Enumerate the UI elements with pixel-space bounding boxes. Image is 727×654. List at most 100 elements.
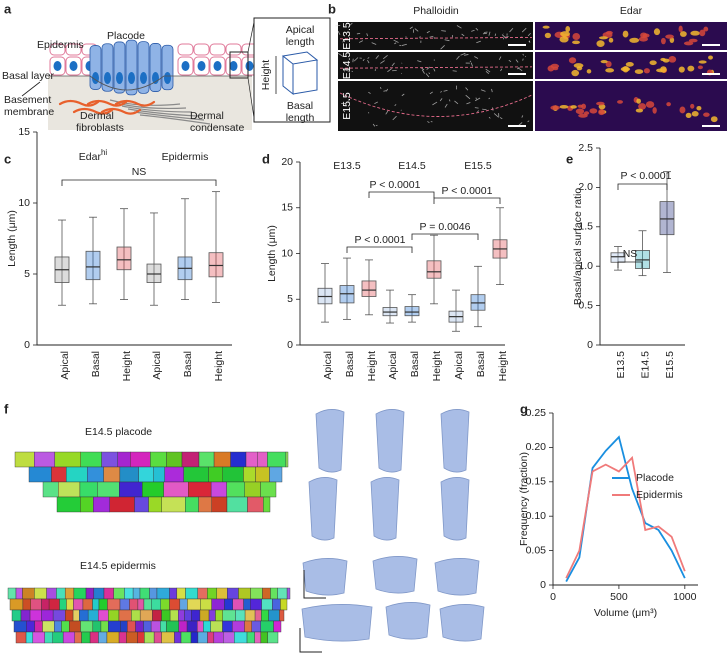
segmented-cell <box>41 598 50 611</box>
cell-render <box>372 556 418 594</box>
segmented-cell <box>272 598 281 611</box>
membrane-signal <box>428 72 431 75</box>
segmented-cell <box>243 466 256 483</box>
membrane-signal <box>426 66 431 70</box>
segmented-cell <box>156 587 170 600</box>
x-tick-label: Height <box>431 351 443 381</box>
nucleus <box>140 72 147 84</box>
membrane-signal <box>367 57 370 59</box>
series-line <box>565 455 686 579</box>
segmented-cell <box>183 466 209 483</box>
y-axis-label: Length (μm) <box>6 210 18 267</box>
membrane-signal <box>367 59 370 64</box>
stage-label: E15.5 <box>341 92 353 120</box>
segmented-cell <box>261 598 273 611</box>
segmented-cell <box>267 451 287 468</box>
edar-signal <box>559 105 569 109</box>
segmented-cell <box>178 609 185 622</box>
nucleus <box>128 72 135 84</box>
segmented-cell <box>186 620 198 633</box>
box <box>208 252 224 278</box>
membrane-signal <box>522 58 524 61</box>
segmented-cell <box>61 620 70 633</box>
group-label: Edarhi <box>79 148 108 163</box>
segmented-cell <box>203 620 211 633</box>
segmented-cell <box>238 587 251 600</box>
segmented-cell <box>73 587 87 600</box>
membrane-signal <box>494 33 497 37</box>
membrane-signal <box>518 67 523 72</box>
edar-signal <box>635 108 644 113</box>
box <box>116 246 132 271</box>
segmented-cell <box>97 609 109 622</box>
y-tick-label: 0.10 <box>526 510 547 522</box>
segmented-cell <box>119 466 139 483</box>
edar-signal <box>620 66 631 72</box>
segmented-cell <box>127 620 136 633</box>
segmented-cell <box>243 598 251 611</box>
x-tick-label: Height <box>366 351 378 381</box>
segmented-cell <box>208 609 216 622</box>
y-tick-label: 0 <box>540 579 546 591</box>
membrane-signal <box>356 32 361 35</box>
membrane-signal <box>419 36 421 39</box>
legend-label: Epidermis <box>636 489 683 501</box>
segmented-cell <box>131 609 141 622</box>
membrane-signal <box>414 28 419 32</box>
condensate-fiber <box>127 108 199 117</box>
x-tick-label: Apical <box>322 351 334 380</box>
segmented-cell <box>44 631 53 644</box>
edar-signal <box>691 111 699 117</box>
segmented-cell <box>134 496 149 513</box>
cell-render <box>302 558 348 596</box>
box <box>404 306 420 317</box>
schematic-label: Height <box>260 60 272 90</box>
stage-label: E14.5 <box>341 52 353 80</box>
edar-signal <box>638 103 647 110</box>
cell-render <box>301 604 373 642</box>
membrane-signal <box>477 110 479 113</box>
edar-signal <box>685 112 692 118</box>
membrane-signal <box>508 59 512 63</box>
segmented-cell <box>26 620 36 633</box>
edar-signal <box>552 66 559 71</box>
edar-signal <box>696 105 702 111</box>
box <box>426 260 442 279</box>
segmented-cell <box>54 620 62 633</box>
edar-signal <box>608 37 614 43</box>
schematic-label: Apical <box>286 24 315 36</box>
segmented-cell <box>144 631 155 644</box>
edar-signal <box>542 25 550 29</box>
suprabasal-cell <box>65 43 82 56</box>
schematic-label: fibroblasts <box>76 122 124 134</box>
edar-signal <box>645 101 655 108</box>
segmented-cell <box>124 587 134 600</box>
segmented-cell <box>166 620 180 633</box>
segmented-cell <box>226 496 248 513</box>
segmented-cell <box>230 451 247 468</box>
panel-label: b <box>328 1 336 16</box>
segmented-cell <box>247 496 264 513</box>
nucleus <box>116 72 123 84</box>
segmented-cell <box>260 481 277 498</box>
x-tick-label: 1000 <box>673 591 697 603</box>
membrane-signal <box>522 53 524 56</box>
membrane-signal <box>470 62 473 67</box>
x-tick-label: Basal <box>344 351 356 377</box>
membrane-signal <box>521 27 527 33</box>
segmented-cell <box>108 620 121 633</box>
segmented-cell <box>69 620 81 633</box>
x-tick-label: E14.5 <box>639 351 651 379</box>
segmented-cell <box>153 631 162 644</box>
segmented-cell <box>198 496 212 513</box>
nucleus <box>213 61 222 71</box>
segmented-cell <box>46 587 57 600</box>
x-tick-label: Height <box>213 351 225 381</box>
membrane-signal <box>366 33 368 37</box>
cell-render <box>434 558 480 596</box>
segmented-cell <box>200 598 212 611</box>
membrane-signal <box>429 35 434 38</box>
suprabasal-cell <box>177 43 194 56</box>
significance-label: P < 0.0001 <box>621 170 672 182</box>
edar-signal <box>605 60 612 68</box>
